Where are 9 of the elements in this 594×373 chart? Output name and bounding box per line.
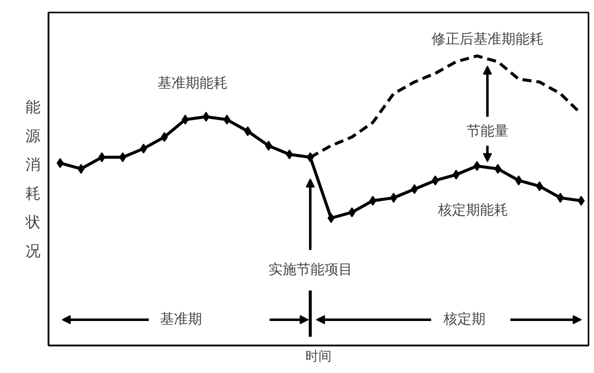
annotation: 基准期 (160, 312, 202, 328)
annotation: 实施节能项目 (268, 262, 352, 278)
series-label: 核定期能耗 (436, 202, 508, 218)
y-axis-title: 能源消耗状况 (24, 98, 40, 260)
x-axis-title: 时间 (306, 350, 332, 364)
series-label: 修正后基准期能耗 (431, 31, 544, 48)
annotation: 核定期 (442, 312, 486, 328)
series-label: 基准期能耗 (158, 75, 228, 92)
annotation: 节能量 (466, 124, 508, 140)
